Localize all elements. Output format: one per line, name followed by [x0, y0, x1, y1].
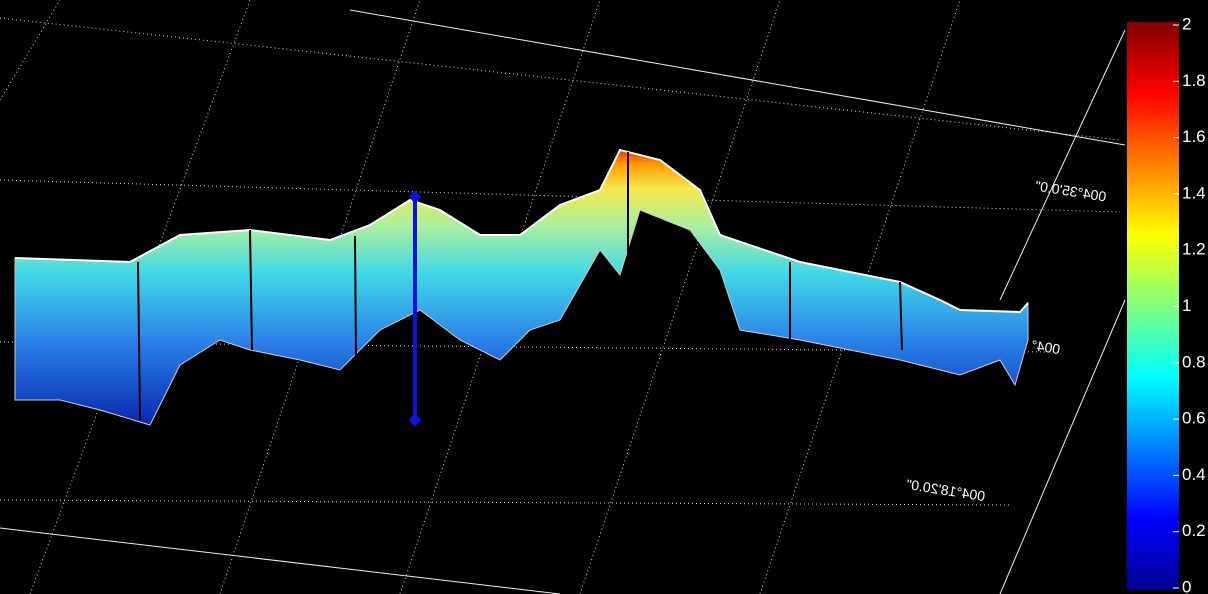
page: {"colorbar": {"lim": [0, 2], "ticks": [0… — [0, 0, 1208, 594]
colorbar-tick-label: 0.6 — [1182, 409, 1206, 428]
echogram — [15, 150, 1028, 425]
colorbar-tick-label: 0 — [1182, 577, 1191, 594]
colorbar-tick-label: 1.4 — [1182, 183, 1206, 202]
colorbar-tick-label: 2 — [1182, 14, 1191, 33]
colorbar-tick-label: 1.8 — [1182, 71, 1206, 90]
colorbar — [1127, 22, 1179, 590]
axis-label: 004°18'20.0" — [905, 476, 986, 504]
colorbar-tick-label: 1 — [1182, 296, 1191, 315]
colorbar-tick-label: 0.8 — [1182, 352, 1206, 371]
axis-label: 004°35'0.0" — [1034, 178, 1107, 205]
colorbar-tick-label: 0.4 — [1182, 465, 1206, 484]
colorbar-tick-label: 1.2 — [1182, 240, 1206, 259]
axis-label: 004° — [1030, 337, 1061, 357]
plot-view: 004°35'0.0" 004° 004°18'20.0" 0 0.2 0.4 0.6… — [0, 0, 1208, 594]
colorbar-tick-label: 1.6 — [1182, 127, 1206, 146]
colorbar-tick-label: 0.2 — [1182, 521, 1206, 540]
